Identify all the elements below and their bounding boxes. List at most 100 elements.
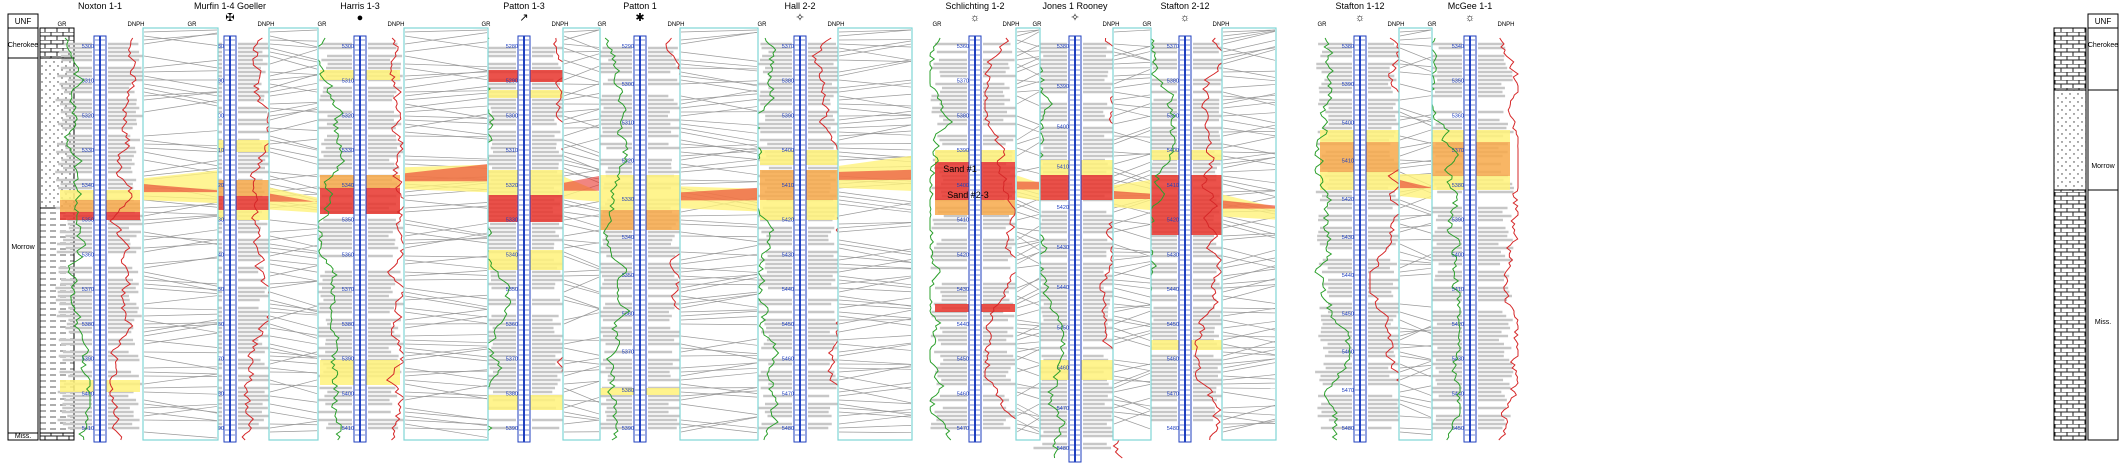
depth-label: 5410 xyxy=(1057,165,1069,171)
depth-label: 5390 xyxy=(1342,82,1354,88)
right-morrow-lithology xyxy=(2054,90,2086,190)
depth-label: 5380 xyxy=(82,322,94,328)
depth-label: 5440 xyxy=(1342,273,1354,279)
depth-label: 5360 xyxy=(957,44,969,50)
depth-label: 5360 xyxy=(1452,113,1464,119)
depth-label: 5450 xyxy=(1167,322,1179,328)
depth-label: 5460 xyxy=(782,357,794,363)
well-name: Hall 2-2 xyxy=(784,1,815,11)
gr-label: GR xyxy=(598,22,608,28)
depth-label: 5430 xyxy=(1342,235,1354,241)
well-symbol-icon: ☼ xyxy=(1180,12,1190,24)
dnph-label: DNPH xyxy=(1212,22,1229,28)
depth-label: 5460 xyxy=(957,391,969,397)
right-miss-lithology xyxy=(2054,190,2086,440)
depth-label: 5390 xyxy=(1057,84,1069,90)
right-header-label: UNF xyxy=(2095,17,2112,26)
pay-correlation xyxy=(1017,181,1039,189)
depth-label: 5390 xyxy=(506,426,518,432)
left-unit-label-column xyxy=(8,28,38,440)
gr-label: GR xyxy=(318,22,328,28)
depth-label: 5280 xyxy=(506,44,518,50)
depth-label: 5290 xyxy=(622,44,634,50)
depth-label: 5340 xyxy=(622,235,634,241)
well-symbol-icon: ↗ xyxy=(519,12,528,24)
gr-label: GR xyxy=(58,22,68,28)
dnph-label: DNPH xyxy=(667,22,684,28)
gr-label: GR xyxy=(1318,22,1328,28)
left-unit-cherokee: Cherokee xyxy=(8,42,38,49)
depth-label: 5380 xyxy=(1452,183,1464,189)
dnph-label: DNPH xyxy=(257,22,274,28)
depth-label: 5470 xyxy=(1342,388,1354,394)
well-symbol-icon: ☼ xyxy=(1355,12,1365,24)
dnph-label: DNPH xyxy=(1002,22,1019,28)
depth-label: 5370 xyxy=(957,79,969,85)
depth-label: 5440 xyxy=(1167,287,1179,293)
depth-label: 5400 xyxy=(82,391,94,397)
depth-label: 5380 xyxy=(506,391,518,397)
depth-label: 5480 xyxy=(782,426,794,432)
depth-label: 5440 xyxy=(782,287,794,293)
depth-label: 5310 xyxy=(342,79,354,85)
depth-label: 5470 xyxy=(1057,406,1069,412)
well-symbol-icon: ✱ xyxy=(635,12,644,24)
depth-label: 5430 xyxy=(1167,252,1179,258)
depth-label: 5390 xyxy=(342,357,354,363)
depth-label: 5380 xyxy=(342,322,354,328)
gr-label: GR xyxy=(1143,22,1153,28)
well-symbol-icon: ☼ xyxy=(970,12,980,24)
depth-label: 5420 xyxy=(957,252,969,258)
depth-label: 5410 xyxy=(1167,183,1179,189)
depth-label: 5440 xyxy=(1057,285,1069,291)
right-unit-morrow: Morrow xyxy=(2091,163,2115,170)
depth-label: 5400 xyxy=(342,391,354,397)
depth-label: 5390 xyxy=(1452,218,1464,224)
depth-label: 5290 xyxy=(506,79,518,85)
depth-label: 5440 xyxy=(957,322,969,328)
depth-label: 5330 xyxy=(622,197,634,203)
gr-label: GR xyxy=(1428,22,1438,28)
well-name: Patton 1-3 xyxy=(503,1,545,11)
depth-label: 5410 xyxy=(1342,159,1354,165)
well-symbol-icon: ✧ xyxy=(1070,12,1079,24)
depth-label: 5450 xyxy=(1342,311,1354,317)
correlation-panel xyxy=(404,28,488,440)
depth-label: 5350 xyxy=(342,218,354,224)
depth-label: 5430 xyxy=(782,252,794,258)
depth-label: 5420 xyxy=(1167,218,1179,224)
depth-label: 5430 xyxy=(957,287,969,293)
gr-label: GR xyxy=(1033,22,1043,28)
right-cherokee-lithology xyxy=(2054,28,2086,90)
depth-label: 5300 xyxy=(82,44,94,50)
dnph-label: DNPH xyxy=(1497,22,1514,28)
left-miss-lithology xyxy=(40,433,74,440)
well-symbol-icon: ● xyxy=(357,12,364,24)
depth-label: 5390 xyxy=(622,426,634,432)
dnph-label: DNPH xyxy=(827,22,844,28)
gr-label: GR xyxy=(482,22,492,28)
well-symbol-icon: ✠ xyxy=(225,12,234,24)
gr-label: GR xyxy=(188,22,198,28)
depth-label: 5370 xyxy=(82,287,94,293)
depth-label: 5450 xyxy=(957,357,969,363)
correlation-panel xyxy=(680,28,758,440)
depth-label: 5400 xyxy=(1057,124,1069,130)
left-lithology-column: UNF Cherokee Morrow Miss. xyxy=(8,14,74,440)
dnph-label: DNPH xyxy=(387,22,404,28)
gr-label: GR xyxy=(933,22,943,28)
depth-label: 5380 xyxy=(957,113,969,119)
gr-label: GR xyxy=(758,22,768,28)
correlation-panel-frame xyxy=(1016,28,1040,440)
correlation-panel xyxy=(1222,28,1276,440)
well-name: McGee 1-1 xyxy=(1448,1,1493,11)
depth-label: 5300 xyxy=(506,113,518,119)
